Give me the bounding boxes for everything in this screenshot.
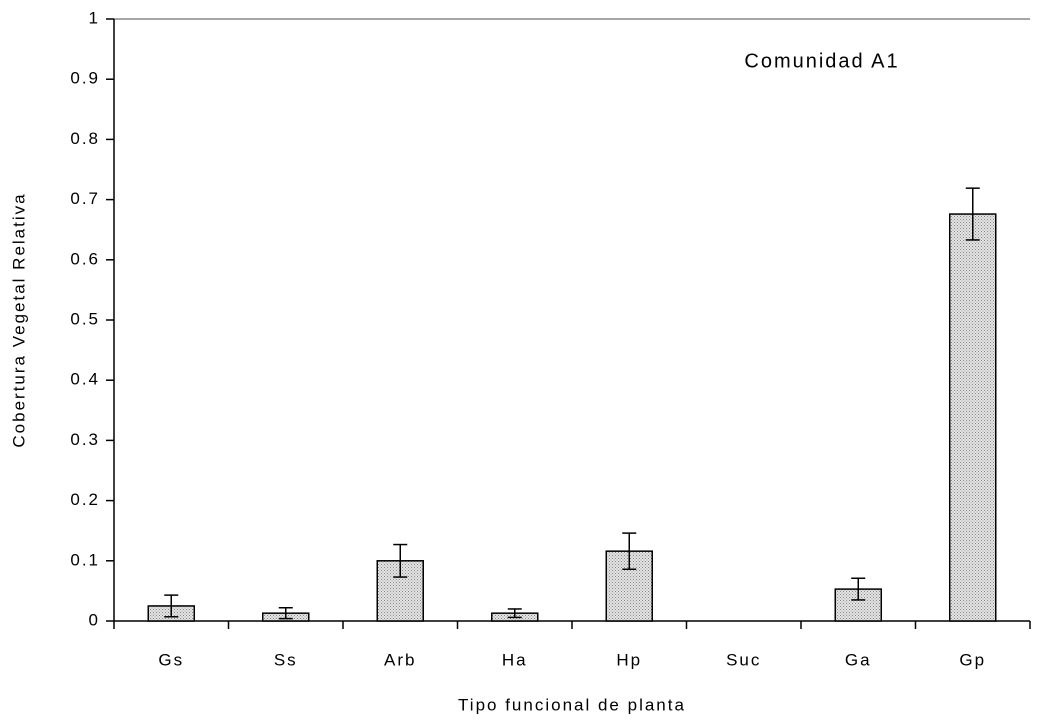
x-tick-label: Gp — [959, 650, 986, 669]
y-tick-label: 0.3 — [70, 430, 100, 449]
y-tick-label: 0.8 — [70, 129, 100, 148]
y-tick-label: 1 — [89, 8, 100, 27]
error-bar — [622, 532, 637, 570]
x-tick-label: Suc — [726, 650, 761, 669]
x-tick-label: Hp — [616, 650, 642, 669]
y-axis-label: Cobertura Vegetal Relativa — [9, 192, 28, 447]
error-bar — [965, 187, 980, 241]
y-tick-label: 0.1 — [70, 550, 100, 569]
y-tick-label: 0.5 — [70, 309, 100, 328]
error-bar — [278, 607, 293, 620]
y-tick-label: 0.4 — [70, 370, 100, 389]
x-tick-label: Gs — [158, 650, 184, 669]
bar — [949, 213, 997, 622]
x-tick-label: Ga — [845, 650, 872, 669]
y-tick-label: 0 — [89, 610, 100, 629]
error-bar — [507, 608, 522, 619]
chart-title: Comunidad A1 — [744, 50, 899, 72]
x-axis-label: Tipo funcional de planta — [458, 695, 686, 714]
x-tick-label: Arb — [384, 650, 416, 669]
error-bar — [393, 543, 408, 578]
x-tick-label: Ss — [274, 650, 298, 669]
y-tick-label: 0.9 — [70, 69, 100, 88]
y-tick-label: 0.7 — [70, 189, 100, 208]
error-bar — [851, 577, 866, 601]
y-tick-label: 0.2 — [70, 490, 100, 509]
x-tick-label: Ha — [502, 650, 528, 669]
y-tick-label: 0.6 — [70, 249, 100, 268]
error-bar — [164, 594, 179, 618]
